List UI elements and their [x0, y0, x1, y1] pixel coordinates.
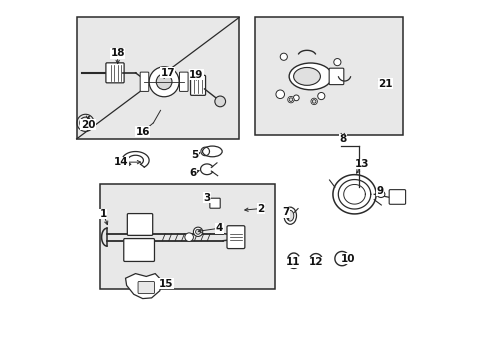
Text: 21: 21 — [378, 78, 392, 89]
Ellipse shape — [376, 191, 384, 198]
Text: 15: 15 — [158, 279, 173, 289]
FancyBboxPatch shape — [127, 213, 152, 235]
Text: 18: 18 — [110, 48, 124, 58]
FancyBboxPatch shape — [123, 239, 154, 261]
FancyBboxPatch shape — [190, 75, 205, 95]
Circle shape — [214, 96, 225, 107]
Text: 11: 11 — [285, 257, 299, 267]
Bar — [77, 18, 239, 139]
FancyBboxPatch shape — [106, 63, 124, 83]
Circle shape — [333, 59, 340, 66]
Text: 2: 2 — [256, 203, 264, 213]
Circle shape — [195, 229, 200, 234]
Bar — [255, 18, 403, 135]
Circle shape — [193, 227, 203, 237]
Text: 4: 4 — [215, 223, 223, 233]
Text: 9: 9 — [376, 186, 383, 196]
Text: 10: 10 — [340, 253, 355, 264]
Text: 1: 1 — [100, 209, 107, 219]
Ellipse shape — [293, 67, 320, 85]
FancyBboxPatch shape — [140, 72, 148, 91]
Circle shape — [280, 53, 287, 60]
Circle shape — [184, 233, 193, 242]
Text: 14: 14 — [114, 157, 128, 167]
FancyBboxPatch shape — [209, 198, 220, 208]
Circle shape — [293, 95, 299, 101]
Ellipse shape — [286, 210, 293, 221]
FancyBboxPatch shape — [388, 190, 405, 204]
Circle shape — [156, 74, 172, 90]
Text: 13: 13 — [354, 159, 369, 169]
Circle shape — [275, 90, 284, 99]
Circle shape — [317, 93, 324, 100]
Text: 8: 8 — [338, 134, 346, 144]
FancyBboxPatch shape — [328, 68, 343, 85]
Circle shape — [288, 98, 292, 102]
Text: 3: 3 — [203, 193, 210, 203]
Text: 5: 5 — [190, 150, 198, 160]
Text: 12: 12 — [308, 257, 323, 267]
Text: 19: 19 — [189, 69, 203, 80]
Ellipse shape — [202, 146, 222, 157]
Circle shape — [310, 98, 317, 105]
Circle shape — [287, 96, 294, 103]
Circle shape — [312, 100, 315, 103]
Text: 17: 17 — [160, 68, 175, 78]
Ellipse shape — [284, 207, 296, 224]
FancyBboxPatch shape — [179, 72, 188, 91]
FancyBboxPatch shape — [138, 282, 154, 294]
Text: 6: 6 — [189, 168, 196, 178]
Ellipse shape — [288, 63, 331, 90]
Text: 20: 20 — [81, 120, 95, 130]
FancyBboxPatch shape — [226, 226, 244, 249]
Text: 16: 16 — [135, 127, 150, 137]
Text: 7: 7 — [281, 207, 289, 217]
Polygon shape — [125, 274, 161, 298]
Bar — [100, 184, 274, 289]
Circle shape — [149, 67, 179, 97]
